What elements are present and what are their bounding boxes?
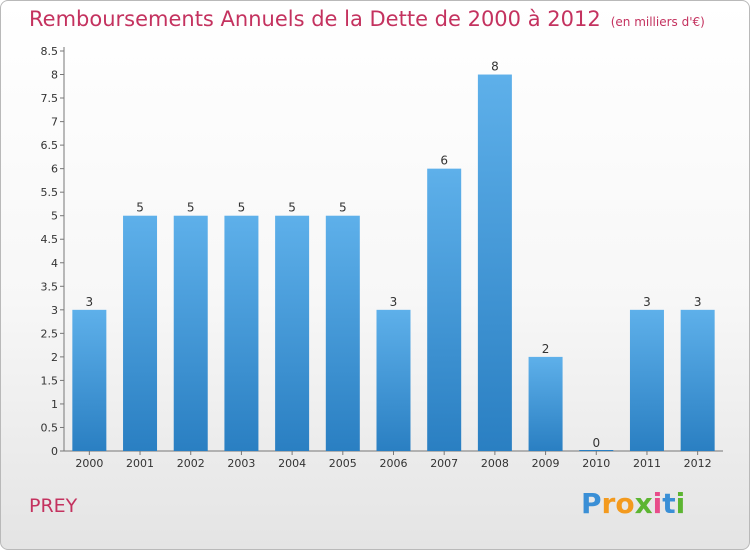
chart-axes: 0 0.5 1 1.5 2 2.5 3 3.5 4 4.5 5 5.5 6 6.5 7 7.5 8 8.5 [41, 45, 723, 458]
x-tick-label: 2010 [582, 457, 610, 470]
place-name: PREY [29, 495, 78, 517]
bar [173, 215, 208, 451]
x-tick-label: 2012 [684, 457, 712, 470]
y-tick-label: 0 [51, 445, 58, 458]
data-label: 2 [542, 342, 550, 356]
chart-labels: 2000 3 2001 5 2002 5 2003 5 2004 5 2005 5 2006 3 2007 6… [75, 60, 711, 470]
bar [427, 168, 462, 451]
bar [224, 215, 259, 451]
logo-letter: t [662, 487, 676, 520]
x-tick-label: 2006 [380, 457, 408, 470]
y-tick-label: 3.5 [41, 280, 59, 293]
x-tick-label: 2001 [126, 457, 154, 470]
x-tick-label: 2000 [75, 457, 103, 470]
y-tick-label: 5.5 [41, 186, 59, 199]
x-tick-label: 2004 [278, 457, 306, 470]
data-label: 8 [491, 60, 499, 74]
y-tick-label: 5 [51, 210, 58, 223]
x-tick-label: 2009 [532, 457, 560, 470]
logo-letter: i [652, 487, 663, 520]
y-tick-label: 7.5 [41, 92, 59, 105]
y-tick-label: 6.5 [41, 139, 59, 152]
bar [477, 74, 512, 451]
bar [325, 215, 360, 451]
x-tick-label: 2007 [430, 457, 458, 470]
x-tick-label: 2002 [177, 457, 205, 470]
y-tick-label: 2 [51, 351, 58, 364]
y-tick-label: 0.5 [41, 421, 59, 434]
chart-bars [72, 74, 715, 451]
logo-letter: o [615, 487, 635, 520]
data-label: 5 [339, 201, 347, 215]
data-label: 5 [187, 201, 195, 215]
chart-unit: (en milliers d'€) [610, 15, 705, 29]
bar [376, 309, 411, 451]
logo-letter: r [601, 487, 616, 520]
x-tick-label: 2005 [329, 457, 357, 470]
y-tick-label: 4 [51, 257, 58, 270]
data-label: 5 [288, 201, 296, 215]
data-label: 3 [643, 295, 651, 309]
y-tick-label: 8 [51, 69, 58, 82]
chart-title-text: Remboursements Annuels de la Dette de 20… [29, 7, 601, 31]
y-tick-label: 7 [51, 116, 58, 129]
data-label: 6 [440, 154, 448, 168]
bar [528, 356, 563, 451]
y-tick-label: 3 [51, 304, 58, 317]
x-tick-label: 2011 [633, 457, 661, 470]
data-label: 0 [592, 436, 600, 450]
data-label: 5 [238, 201, 246, 215]
proxiti-logo: Proxiti [581, 487, 685, 520]
bar [680, 309, 715, 451]
y-tick-label: 2.5 [41, 327, 59, 340]
bar [275, 215, 310, 451]
data-label: 3 [390, 295, 398, 309]
chart-title: Remboursements Annuels de la Dette de 20… [29, 7, 705, 31]
logo-letter: i [675, 487, 686, 520]
data-label: 3 [86, 295, 94, 309]
y-tick-label: 6 [51, 163, 58, 176]
bar [123, 215, 158, 451]
y-tick-label: 4.5 [41, 233, 59, 246]
data-label: 3 [694, 295, 702, 309]
data-label: 5 [136, 201, 144, 215]
bar [72, 309, 107, 451]
logo-letter: x [634, 487, 653, 520]
x-tick-label: 2003 [227, 457, 255, 470]
y-tick-label: 1 [51, 398, 58, 411]
y-tick-label: 8.5 [41, 45, 59, 58]
logo-letter: P [581, 487, 602, 520]
y-tick-label: 1.5 [41, 374, 59, 387]
x-tick-label: 2008 [481, 457, 509, 470]
bar [629, 309, 664, 451]
bar [579, 450, 614, 451]
